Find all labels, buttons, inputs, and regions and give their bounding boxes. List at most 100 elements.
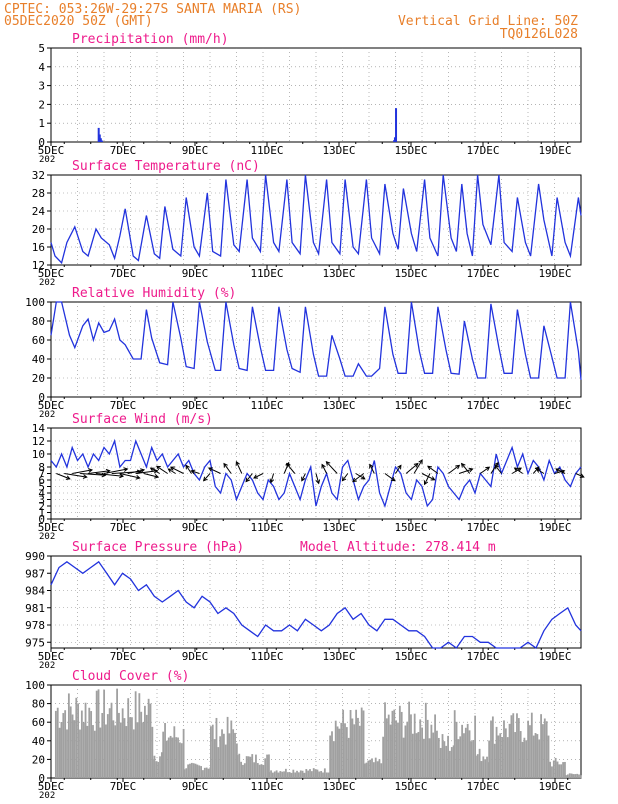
panel-title: Surface Temperature (nC) [72, 159, 260, 174]
cloud-bar [171, 737, 174, 778]
wind-arrow [56, 473, 70, 480]
cloud-bar [127, 698, 130, 778]
cloud-bar [192, 763, 195, 778]
cloud-bar [413, 713, 416, 778]
wind-arrow-head [88, 468, 94, 473]
cloud-bar [190, 762, 193, 778]
cloud-bar [344, 723, 346, 778]
cloud-bar [292, 769, 295, 778]
precip-bar [98, 134, 101, 142]
cloud-bar [410, 714, 412, 778]
cloud-bar [503, 720, 505, 778]
wind-arrow-head [269, 478, 275, 484]
cloud-bar [151, 726, 154, 778]
x-tick-label: 19DEC [538, 399, 571, 412]
cloud-bar [434, 714, 436, 778]
cloud-bar [301, 770, 304, 778]
cloud-bar [279, 771, 282, 778]
panel-1: Surface Temperature (nC) 12 16 20 24 28 32 5DEC… [32, 159, 582, 288]
x-tick-label: 13DEC [322, 521, 355, 534]
cloud-bar [175, 737, 178, 778]
cloud-bar [464, 727, 467, 778]
wind-arrow-head [494, 461, 499, 467]
cloud-bar [307, 770, 310, 778]
y-tick-label: 20 [32, 753, 45, 766]
cloud-bar [542, 724, 544, 778]
wind-arrow-head [155, 465, 161, 471]
x-tick-label: 15DEC [394, 521, 427, 534]
cloud-bar [393, 709, 396, 778]
cloud-bar [351, 718, 354, 778]
cloud-bar [349, 710, 352, 778]
wind-arrow [72, 469, 93, 474]
cloud-bar [205, 767, 208, 778]
panel-title: Precipitation (mm/h) [72, 32, 229, 47]
cloud-bar [97, 689, 100, 778]
cloud-bar [576, 773, 579, 778]
x-tick-label: 11DEC [250, 399, 283, 412]
cloud-bar [256, 763, 259, 778]
y-tick-label: 100 [25, 296, 45, 309]
cloud-bar [198, 765, 201, 778]
panel-subtitle: Model Altitude: 278.414 m [300, 540, 496, 555]
cloud-bar [453, 710, 456, 778]
cloud-bar [268, 754, 270, 778]
y-tick-label: 1 [38, 117, 45, 130]
wind-arrow [286, 463, 296, 474]
wind-arrow-head [253, 474, 259, 479]
cloud-bar [538, 739, 541, 778]
x-tick-label: 15DEC [394, 144, 427, 157]
x-tick-label: 15DEC [394, 780, 427, 793]
cloud-bar [203, 767, 206, 778]
cloud-bar [66, 729, 68, 778]
cloud-bar [159, 756, 161, 778]
cloud-bar [530, 712, 533, 778]
cloud-bar [320, 771, 323, 778]
cloud-bar [245, 756, 248, 778]
x-tick-label: 13DEC [322, 399, 355, 412]
wind-arrow-head [369, 463, 374, 469]
x-tick-label: 9DEC [182, 399, 209, 412]
cloud-bar [103, 689, 106, 778]
cloud-bar [272, 772, 274, 778]
cloud-bar [417, 731, 420, 778]
y-tick-label: 12 [32, 435, 45, 448]
x-tick-label: 15DEC [394, 267, 427, 280]
cloud-bar [264, 758, 267, 778]
wind-arrow-head [390, 476, 396, 482]
panel-title: Surface Pressure (hPa) [72, 540, 244, 555]
y-tick-label: 28 [32, 187, 45, 200]
cloud-bar [336, 726, 339, 778]
y-tick-label: 80 [32, 315, 45, 328]
cloud-bar [162, 731, 165, 778]
wind-arrow [135, 470, 158, 474]
series-line [50, 560, 582, 649]
wind-arrow [103, 468, 128, 474]
wind-arrow [150, 467, 160, 474]
cloud-bar [566, 774, 569, 778]
cloud-bar [484, 759, 487, 778]
cloud-bar [424, 702, 427, 778]
cloud-bar [439, 747, 442, 778]
cloud-bar [523, 737, 526, 778]
cloud-bar [404, 725, 407, 778]
x-tick-label: 9DEC [182, 650, 209, 663]
cloud-bar [56, 707, 59, 778]
cloud-bar [92, 725, 94, 778]
panel-0: Precipitation (mm/h) 0 1 2 3 4 5 5DEC 7DEC 9DEC 11… [38, 32, 582, 165]
y-tick-label: 32 [32, 169, 45, 182]
cloud-bar [178, 742, 181, 778]
cloud-bar [151, 759, 154, 778]
cloud-bar [380, 763, 383, 778]
y-tick-label: 0 [38, 391, 45, 404]
cloud-bar [73, 720, 76, 778]
cloud-bar [547, 735, 550, 778]
cloud-bar [147, 698, 150, 778]
cloud-bar [153, 755, 156, 778]
wind-arrow [156, 465, 168, 474]
wind-arrow-head [119, 473, 125, 479]
cloud-bar [266, 754, 268, 778]
wind-arrow [315, 473, 320, 484]
x-tick-label: 17DEC [466, 399, 499, 412]
